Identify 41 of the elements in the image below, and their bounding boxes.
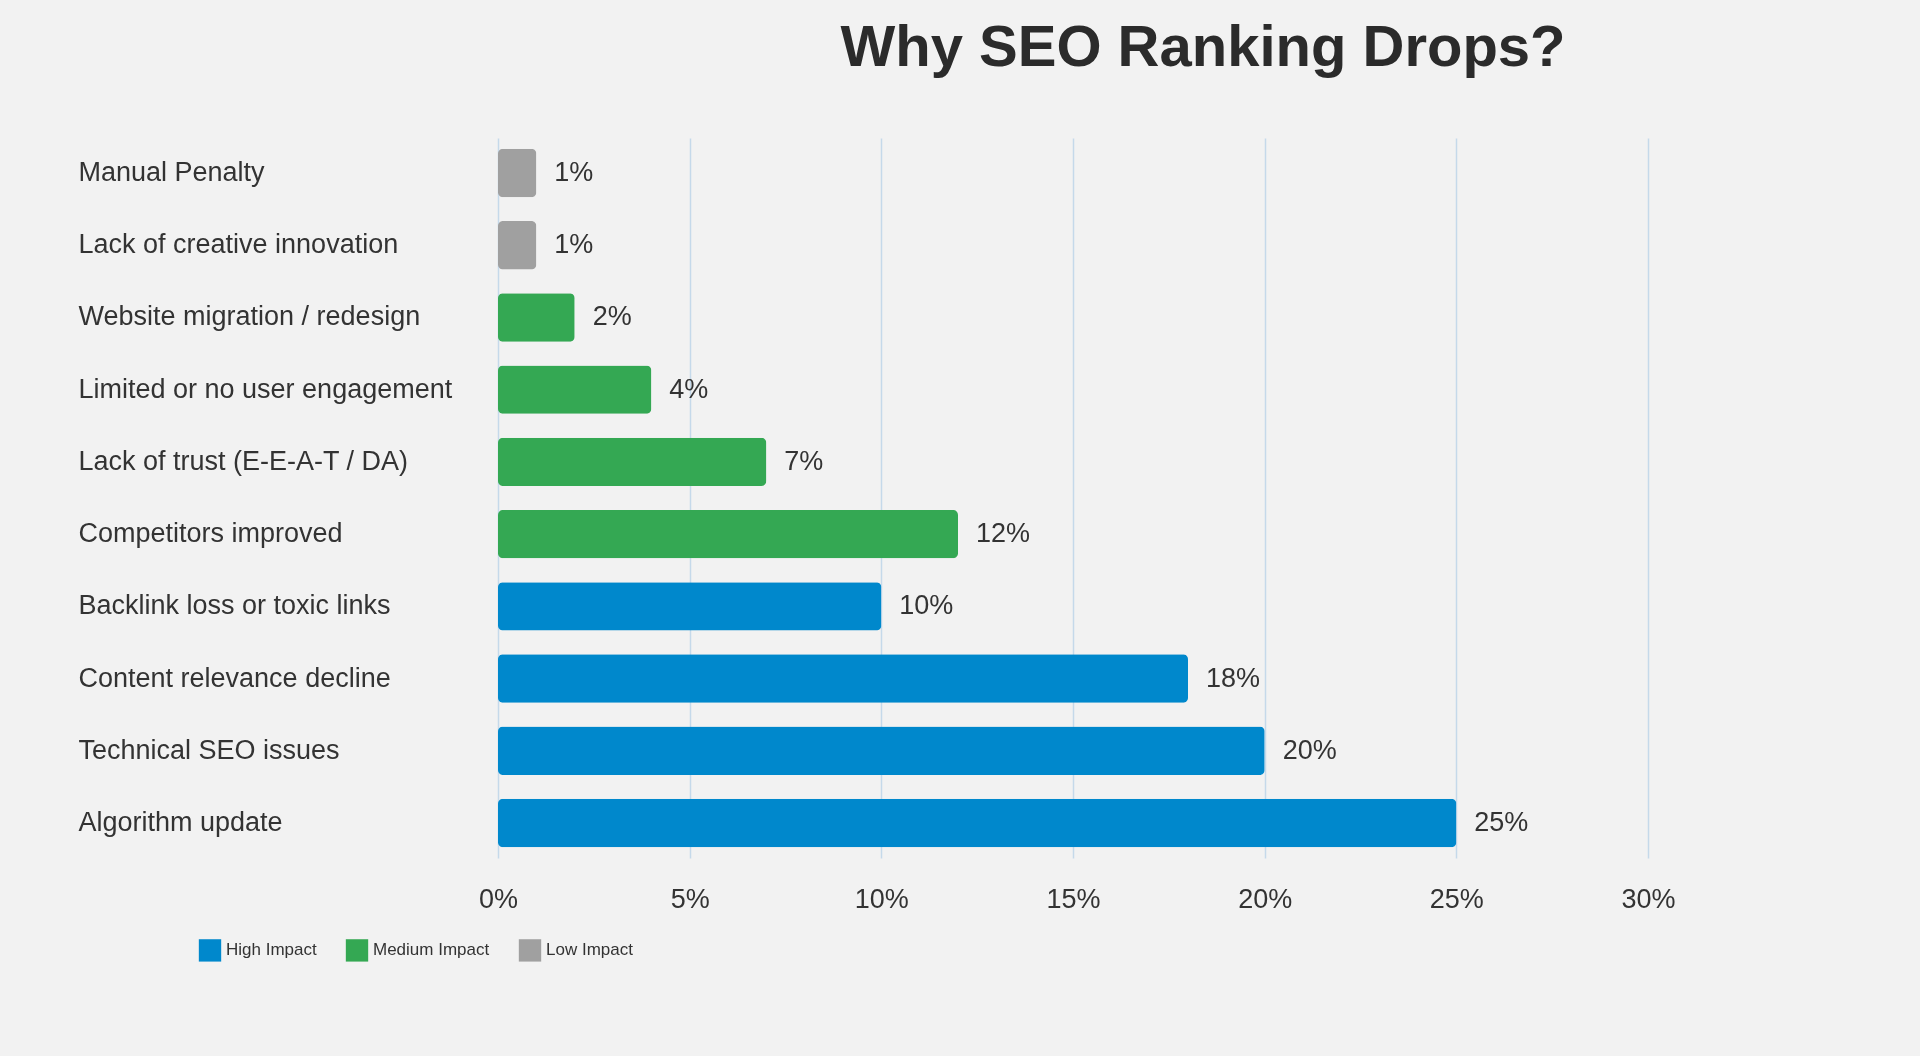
y-tick-label: Algorithm update — [78, 806, 283, 837]
y-tick-label: Content relevance decline — [78, 662, 391, 693]
legend-label: Low Impact — [546, 940, 634, 960]
y-tick-label: Competitors improved — [78, 518, 343, 549]
y-tick-label: Lack of creative innovation — [78, 229, 399, 260]
x-tick-label: 15% — [1046, 883, 1101, 914]
y-tick-label: Manual Penalty — [78, 157, 266, 188]
data-label: 1% — [554, 229, 594, 260]
y-tick-label: Lack of trust (E-E-A-T / DA) — [78, 445, 409, 476]
y-tick-label: Backlink loss or toxic links — [78, 590, 391, 621]
data-label: 18% — [1206, 662, 1261, 693]
bar — [498, 437, 767, 487]
x-tick-label: 30% — [1621, 883, 1676, 914]
bar — [498, 654, 1188, 703]
y-tick-label: Website migration / redesign — [78, 301, 421, 332]
x-tick-label: 25% — [1429, 883, 1484, 914]
data-label: 20% — [1282, 734, 1337, 765]
bar — [498, 726, 1265, 775]
data-label: 1% — [554, 157, 594, 188]
data-label: 10% — [899, 590, 954, 621]
data-label: 12% — [976, 518, 1031, 549]
bar — [498, 509, 958, 559]
data-label: 7% — [784, 445, 824, 476]
x-tick-label: 5% — [670, 883, 710, 914]
data-label: 2% — [592, 301, 632, 332]
bar — [498, 582, 882, 631]
x-tick-label: 20% — [1238, 883, 1293, 914]
chart-title: Why SEO Ranking Drops? — [840, 13, 1566, 78]
bar — [498, 148, 537, 198]
legend-label: High Impact — [226, 940, 317, 960]
bar — [498, 365, 652, 414]
x-tick-label: 0% — [478, 883, 519, 914]
data-label: 4% — [669, 373, 709, 404]
bar — [498, 221, 537, 270]
bar — [498, 293, 575, 342]
data-label: 25% — [1474, 806, 1529, 837]
bar — [498, 798, 1457, 848]
legend-label: Medium Impact — [373, 940, 490, 960]
y-tick-label: Limited or no user engagement — [78, 373, 453, 404]
x-tick-label: 10% — [854, 883, 909, 914]
y-tick-label: Technical SEO issues — [78, 734, 340, 765]
